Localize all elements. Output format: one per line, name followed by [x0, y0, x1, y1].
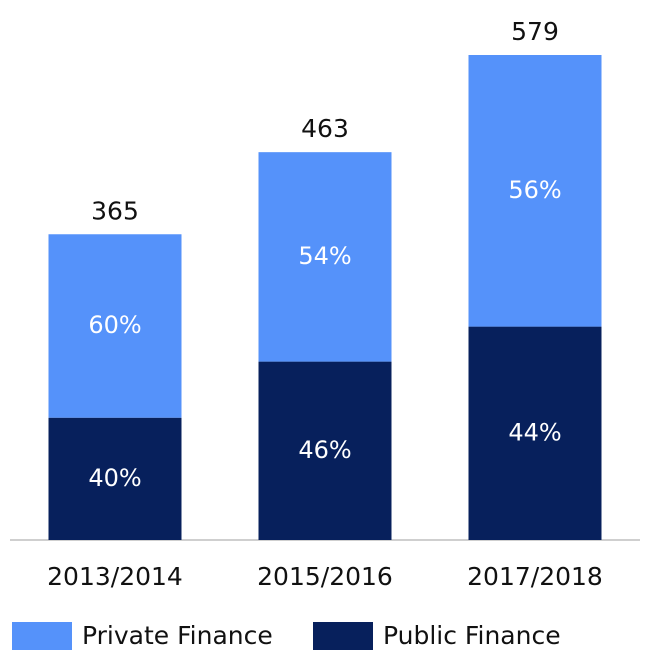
bar-segment	[258, 152, 392, 362]
x-tick-label: 2017/2018	[467, 562, 603, 591]
x-tick-label: 2015/2016	[257, 562, 393, 591]
legend-swatch	[12, 622, 72, 650]
data-label: 56%	[508, 176, 561, 204]
data-label: 54%	[298, 242, 351, 270]
total-label: 365	[91, 196, 139, 225]
total-label: 463	[301, 114, 349, 143]
bar-segment	[48, 234, 182, 418]
x-tick-label: 2013/2014	[47, 562, 183, 591]
legend-swatch	[313, 622, 373, 650]
bar-segment	[468, 326, 602, 540]
bar-segment	[468, 55, 602, 327]
data-label: 40%	[88, 464, 141, 492]
legend-label: Public Finance	[383, 621, 561, 650]
data-label: 46%	[298, 436, 351, 464]
legend-label: Private Finance	[82, 621, 273, 650]
data-label: 60%	[88, 311, 141, 339]
bar-segment	[48, 417, 182, 540]
bar-segment	[258, 361, 392, 540]
data-label: 44%	[508, 418, 561, 446]
total-label: 579	[511, 17, 559, 46]
